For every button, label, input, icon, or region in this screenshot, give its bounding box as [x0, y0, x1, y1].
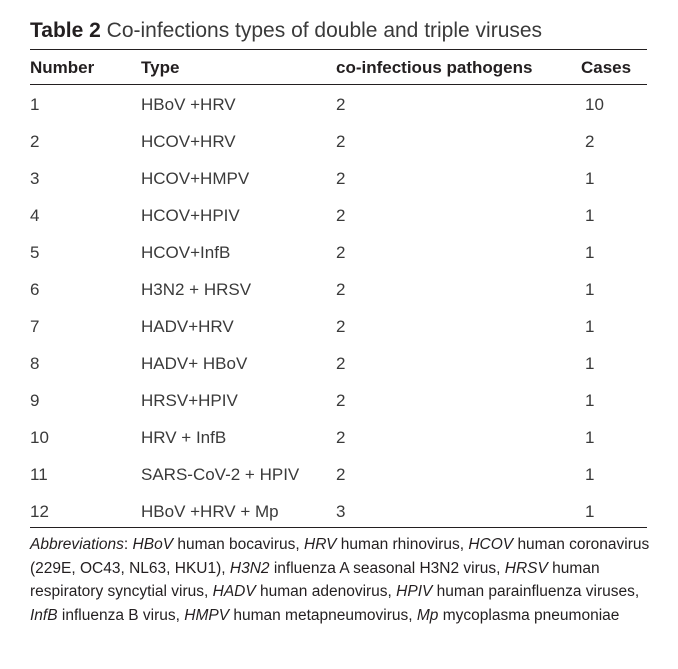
- abbreviation-term: HMPV: [184, 606, 230, 624]
- table-row: 8 HADV+ HBoV 2 1: [30, 345, 647, 382]
- abbreviation-definition: human metapneumovirus: [233, 606, 409, 624]
- table-number: Table 2: [30, 19, 101, 42]
- cell-cases: 1: [585, 353, 595, 373]
- cell-number: 2: [30, 131, 40, 151]
- abbreviation-definition: human respiratory syncytial virus: [30, 559, 600, 601]
- table-row: 12 HBoV +HRV + Mp 3 1: [30, 493, 647, 530]
- table-row: 2 HCOV+HRV 2 2: [30, 123, 647, 160]
- cell-number: 6: [30, 279, 40, 299]
- abbreviation-term: H3N2: [229, 559, 270, 577]
- table-row: 7 HADV+HRV 2 1: [30, 308, 647, 345]
- abbreviation-definition: mycoplasma pneumoniae: [442, 606, 620, 624]
- abbreviation-definition: human rhinovirus: [340, 536, 460, 553]
- cell-number: 7: [30, 316, 40, 336]
- cell-type: HCOV+InfB: [141, 242, 231, 262]
- cell-number: 1: [30, 94, 40, 114]
- cell-number: 12: [30, 501, 49, 521]
- abbreviation-term: HCOV: [468, 536, 514, 553]
- cell-cases: 10: [585, 94, 604, 114]
- cell-number: 8: [30, 353, 40, 373]
- header-number: Number: [30, 57, 95, 77]
- cell-cases: 1: [585, 427, 595, 447]
- cell-pathogens: 2: [336, 131, 346, 151]
- cell-number: 10: [30, 427, 49, 447]
- cell-pathogens: 2: [336, 94, 346, 114]
- table-caption: Table 2 Co-infections types of double an…: [30, 16, 542, 46]
- abbreviation-definition: human bocavirus: [177, 536, 296, 553]
- cell-cases: 1: [585, 242, 595, 262]
- cell-type: HBoV +HRV: [141, 94, 236, 114]
- cell-type: HCOV+HPIV: [141, 205, 240, 225]
- cell-type: HADV+ HBoV: [141, 353, 248, 373]
- abbreviation-definition: human adenovirus: [260, 583, 388, 600]
- table-row: 10 HRV + InfB 2 1: [30, 419, 647, 456]
- coinfection-table: Number Type co-infectious pathogens Case…: [30, 51, 647, 530]
- table-row: 9 HRSV+HPIV 2 1: [30, 382, 647, 419]
- cell-pathogens: 2: [336, 390, 346, 410]
- cell-type: HBoV +HRV + Mp: [141, 501, 279, 521]
- cell-cases: 1: [585, 205, 595, 225]
- cell-type: HCOV+HRV: [141, 131, 236, 151]
- cell-type: HADV+HRV: [141, 316, 234, 336]
- abbreviation-definition: human coronavirus (229E, OC43, NL63, HKU…: [30, 536, 650, 577]
- table-row: 1 HBoV +HRV 2 10: [30, 84, 647, 123]
- header-pathogens: co-infectious pathogens: [336, 57, 533, 77]
- cell-pathogens: 3: [336, 501, 346, 521]
- cell-cases: 1: [585, 501, 595, 521]
- cell-number: 5: [30, 242, 40, 262]
- cell-number: 3: [30, 168, 40, 188]
- abbreviation-term: HRV: [304, 536, 337, 553]
- cell-pathogens: 2: [336, 242, 346, 262]
- cell-pathogens: 2: [336, 279, 346, 299]
- abbreviation-term: HPIV: [396, 583, 433, 600]
- table-title: Co-infections types of double and triple…: [106, 19, 543, 42]
- cell-cases: 1: [585, 464, 595, 484]
- top-rule: [30, 49, 647, 50]
- cell-number: 9: [30, 390, 40, 410]
- abbreviation-term: InfB: [30, 606, 58, 624]
- cell-pathogens: 2: [336, 427, 346, 447]
- footnote-lead: Abbreviations: [30, 536, 124, 553]
- cell-pathogens: 2: [336, 316, 346, 336]
- header-cases: Cases: [581, 57, 632, 77]
- abbreviation-term: HBoV: [132, 536, 174, 553]
- abbreviation-term: HADV: [212, 583, 256, 600]
- abbreviation-term: HRSV: [504, 559, 548, 577]
- table-row: 11 SARS-CoV-2 + HPIV 2 1: [30, 456, 647, 493]
- cell-number: 11: [30, 464, 48, 484]
- abbreviation-term: Mp: [416, 606, 439, 624]
- abbreviation-definition: influenza B virus: [61, 606, 176, 624]
- header-rule: [30, 84, 647, 85]
- cell-number: 4: [30, 205, 40, 225]
- table-row: 6 H3N2 + HRSV 2 1: [30, 271, 647, 308]
- cell-type: H3N2 + HRSV: [141, 279, 252, 299]
- cell-cases: 1: [585, 168, 595, 188]
- table-row: 4 HCOV+HPIV 2 1: [30, 197, 647, 234]
- cell-type: HRV + InfB: [141, 427, 227, 447]
- cell-cases: 2: [585, 131, 595, 151]
- cell-pathogens: 2: [336, 353, 346, 373]
- table-body: 1 HBoV +HRV 2 10 2 HCOV+HRV 2 2 3 HCOV+HMPV 2 1 4 HCO…: [30, 84, 647, 530]
- cell-pathogens: 2: [336, 464, 346, 484]
- header-row: Number Type co-infectious pathogens Case…: [30, 51, 647, 84]
- cell-pathogens: 2: [336, 168, 346, 188]
- cell-type: HCOV+HMPV: [141, 168, 250, 188]
- cell-pathogens: 2: [336, 205, 346, 225]
- table-row: 5 HCOV+InfB 2 1: [30, 234, 647, 271]
- header-type: Type: [141, 57, 180, 77]
- cell-type: HRSV+HPIV: [141, 390, 238, 410]
- cell-cases: 1: [585, 390, 595, 410]
- abbreviation-definition: influenza A seasonal H3N2 virus: [273, 559, 497, 577]
- cell-type: SARS-CoV-2 + HPIV: [141, 464, 300, 484]
- abbreviations-footnote: Abbreviations: HBoV human bocavirus, HRV…: [30, 536, 650, 624]
- cell-cases: 1: [585, 316, 595, 336]
- abbreviation-definition: human parainfluenza viruses: [436, 583, 635, 600]
- cell-cases: 1: [585, 279, 595, 299]
- table-row: 3 HCOV+HMPV 2 1: [30, 160, 647, 197]
- bottom-rule: [30, 527, 647, 528]
